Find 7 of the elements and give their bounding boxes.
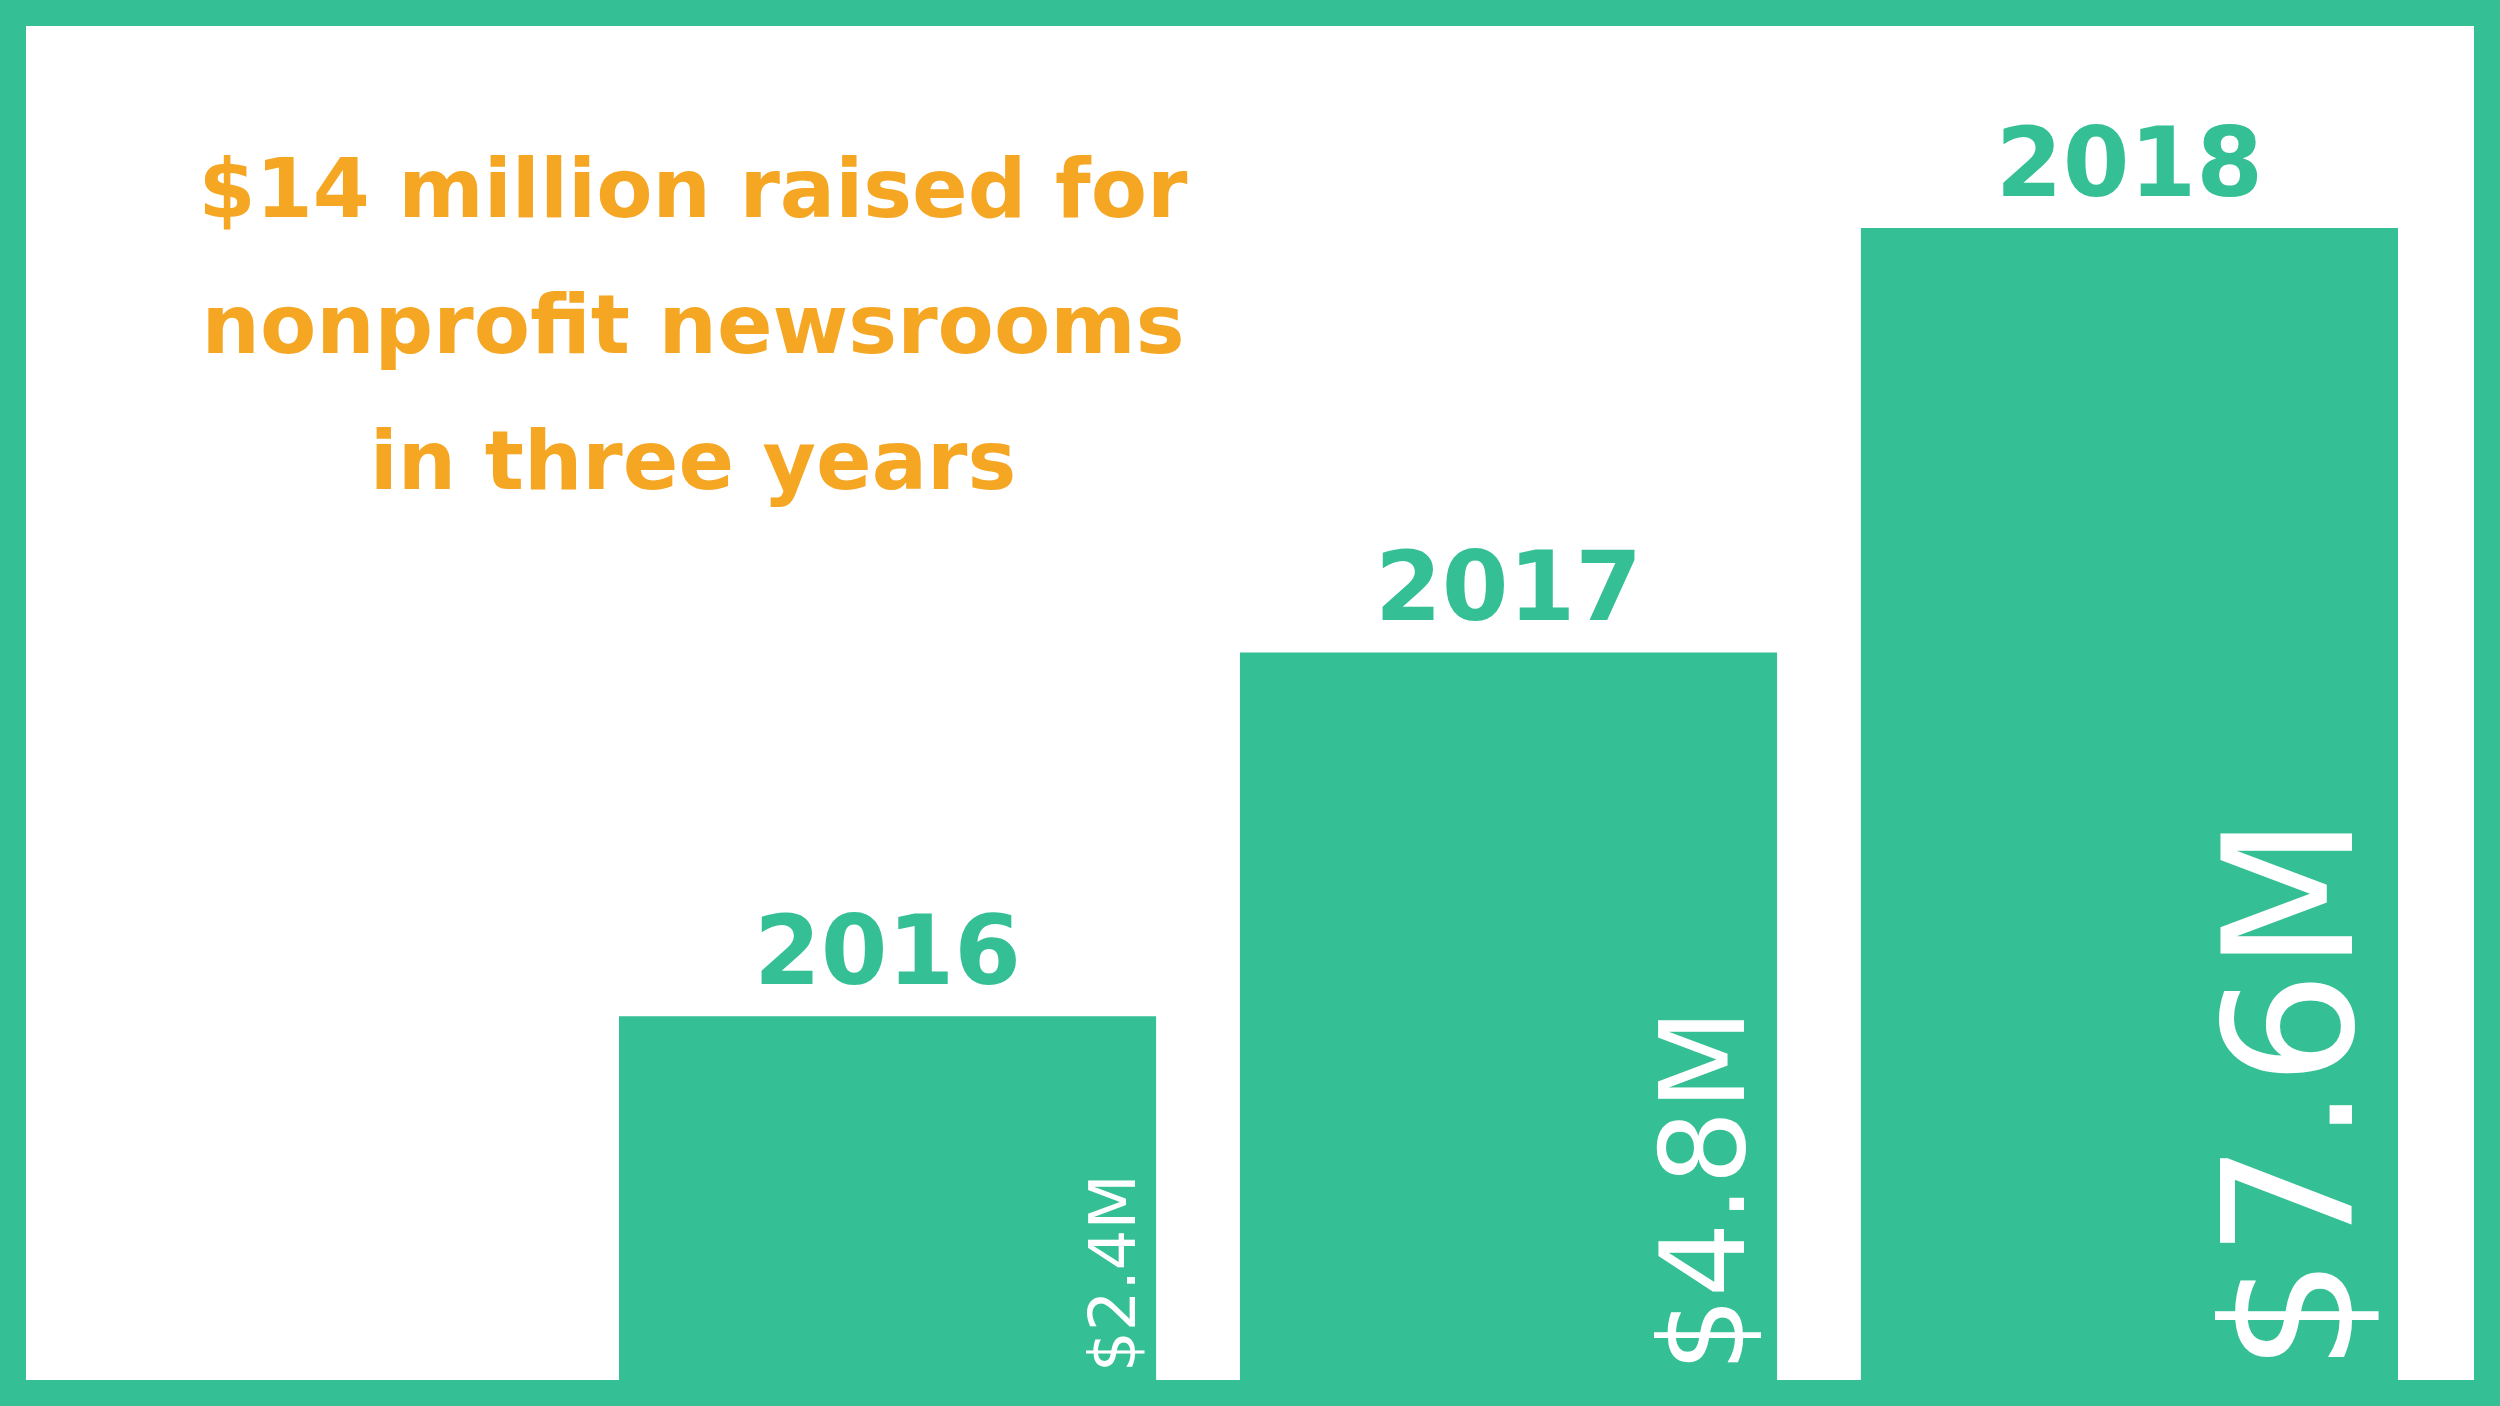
text: $14 million raised for nonprofit newsrooms in three years bbox=[198, 141, 1188, 508]
data-label: $7.6M bbox=[2184, 815, 2394, 1372]
x-tick-label: 2016 bbox=[753, 895, 1022, 1008]
x-tick-label: 2018 bbox=[1995, 107, 2264, 219]
data-label: $4.8M bbox=[1635, 1008, 1772, 1372]
x-tick-label: 2017 bbox=[1374, 531, 1643, 644]
data-label: $2.4M bbox=[1076, 1174, 1151, 1372]
